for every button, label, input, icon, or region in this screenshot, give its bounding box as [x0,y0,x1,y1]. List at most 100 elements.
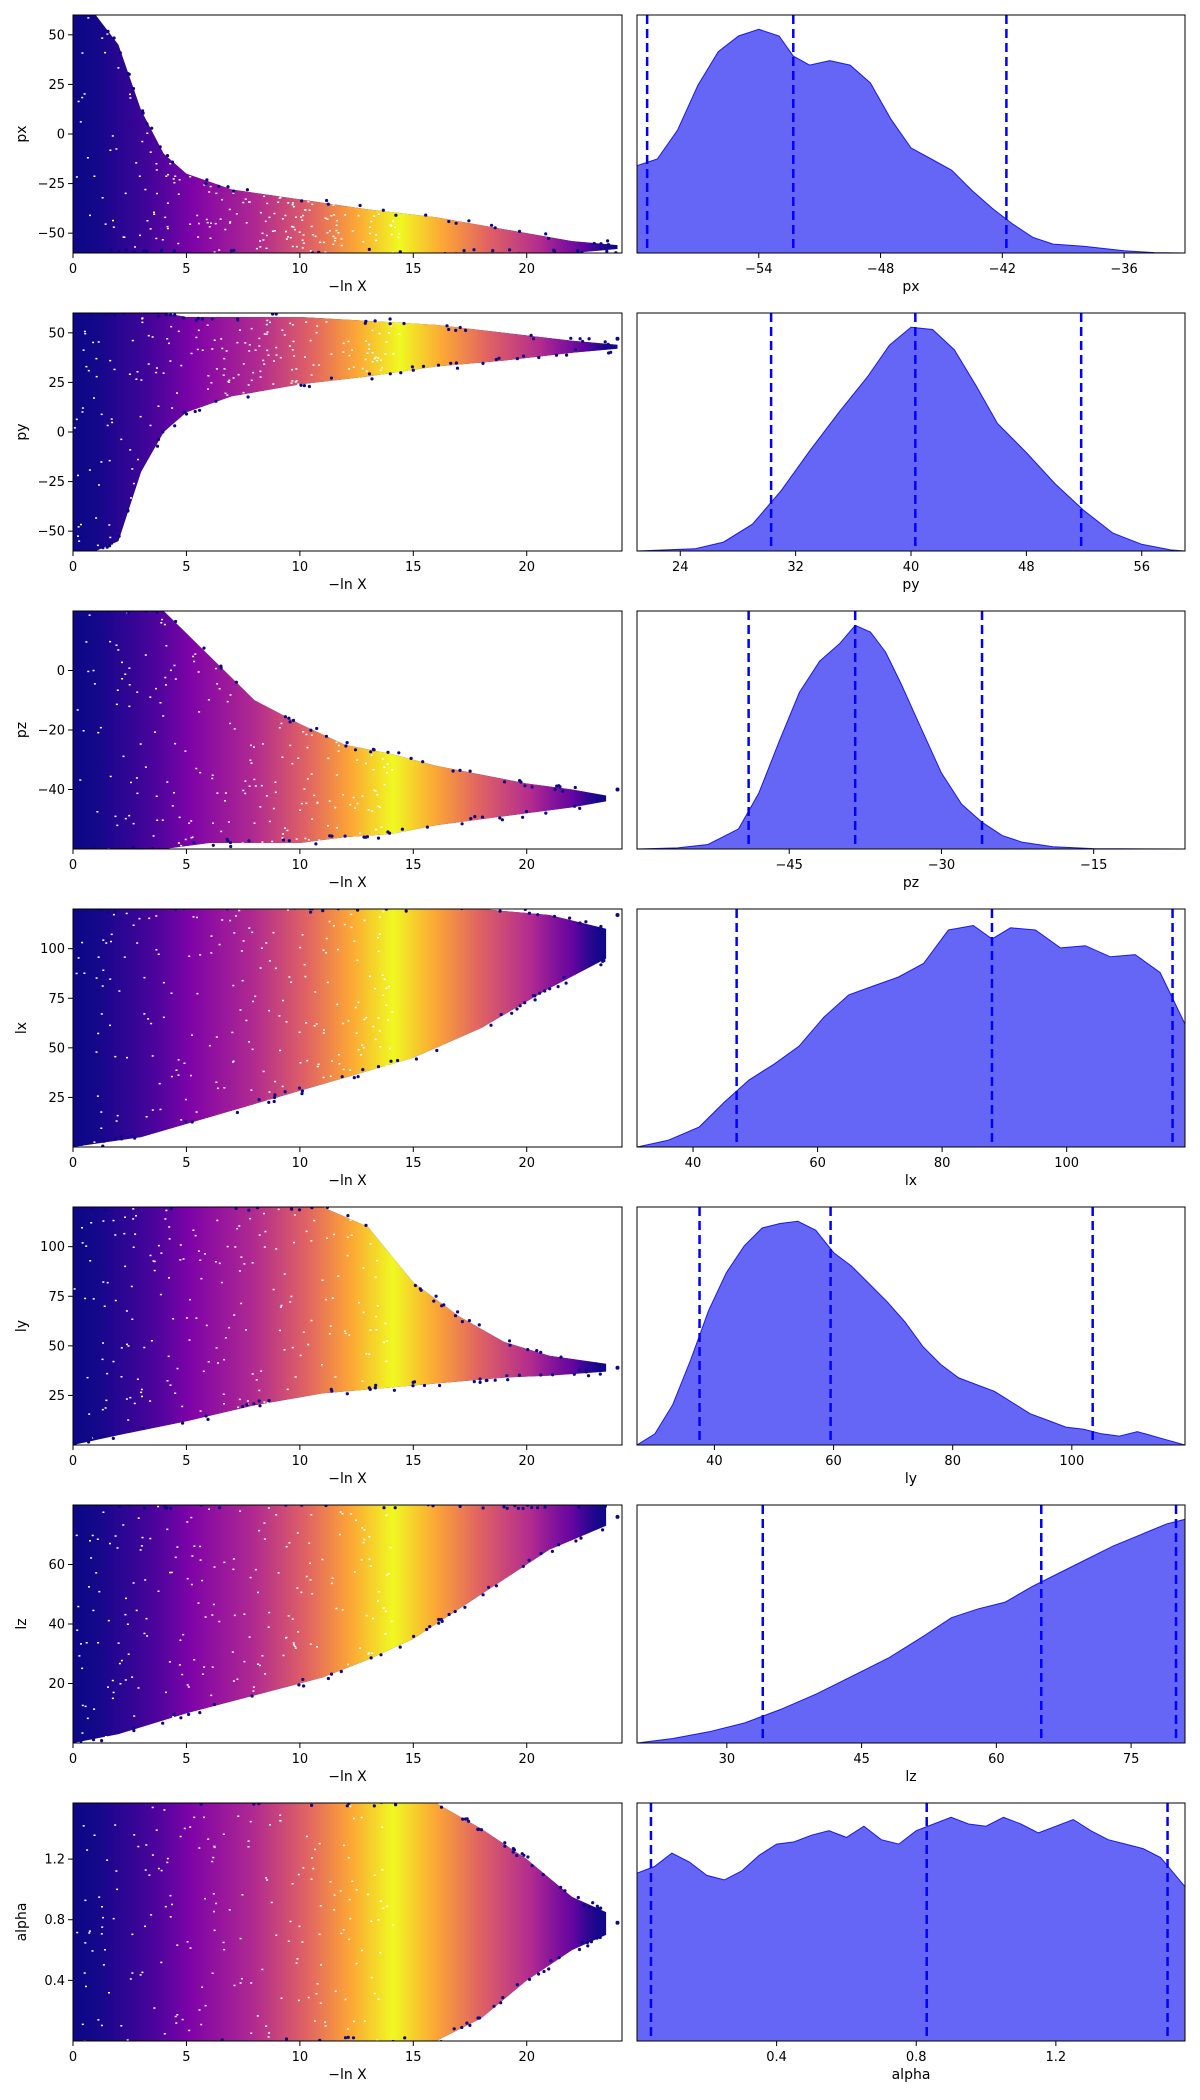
density-body [637,1207,1185,1445]
trace-edge-point [79,2038,83,2041]
trace-speck [96,544,99,547]
trace-speck [181,2018,184,2021]
trace-speck [100,1111,103,1113]
trace-speck [234,1246,237,1248]
trace-speck [121,678,124,680]
trace-speck [289,1920,292,1923]
trace-speck [322,1032,325,1034]
trace-edge-point [582,1903,586,1907]
trace-speck [311,382,314,385]
trace-speck [153,1269,156,1272]
trace-speck [93,1834,96,1836]
trace-speck [174,1556,177,1559]
trace-edge-point [101,546,105,550]
trace-speck [148,917,151,920]
trace-speck [320,1964,322,1966]
x-tick-label: 0 [69,1454,77,1469]
trace-speck [189,176,192,178]
trace-speck [168,1661,171,1663]
trace-speck [233,1314,236,1316]
trace-edge-point [490,223,494,227]
trace-speck [193,1659,196,1661]
trace-speck [93,1708,96,1710]
trace-edge-point [165,1506,169,1510]
trace-speck [109,1024,111,1027]
trace-speck [347,2028,350,2030]
trace-edge-point [330,1389,334,1393]
trace-speck [216,1219,219,1222]
trace-speck [157,405,160,407]
y-tick-label: 1.2 [44,1853,65,1868]
trace-speck [232,1568,235,1571]
trace-edge-point [568,916,572,920]
trace-speck [172,178,175,180]
trace-speck [384,353,387,355]
trace-edge-point [398,250,402,253]
trace-speck [141,321,144,324]
trace-speck [98,1896,101,1898]
trace-speck [86,1376,89,1379]
trace-speck [316,325,319,327]
density-x-axis-label: alpha [892,2067,931,2083]
trace-edge-point [502,780,507,784]
trace-speck [347,1020,350,1022]
trace-speck [157,1505,160,1508]
trace-last-point [615,913,620,917]
trace-edge-point [232,248,236,252]
trace-speck [170,1075,173,1078]
trace-speck [149,696,152,698]
trace-speck [348,1938,351,1941]
density-x-axis-label: pz [903,875,919,891]
trace-speck [335,229,338,232]
trace-speck [118,990,121,992]
trace-speck [87,369,90,372]
trace-speck [199,954,202,956]
trace-speck [355,1889,358,1891]
trace-speck [92,669,95,672]
trace-edge-point [284,2037,289,2041]
trace-edge-point [478,1380,482,1384]
y-tick-label: 0 [57,426,65,441]
trace-speck [295,838,298,840]
trace-edge-point [539,1373,543,1377]
trace-edge-point [443,252,447,253]
trace-edge-point [393,1506,397,1510]
trace-edge-point [503,1844,507,1848]
trace-speck [347,1857,350,1859]
trace-edge-point [465,1817,469,1821]
trace-speck [77,526,80,528]
trace-speck [210,222,212,224]
trace-speck [163,2033,166,2035]
trace-speck [163,623,166,626]
trace-speck [377,805,380,808]
trace-speck [335,1607,338,1610]
trace-speck [387,1019,390,1021]
trace-speck [232,1060,235,1062]
trace-speck [93,1141,96,1143]
trace-edge-point [515,1853,519,1858]
trace-edge-point [412,1380,417,1384]
trace-speck [212,1893,215,1895]
trace-speck [105,1399,108,1402]
density-x-axis-label: px [902,279,919,295]
trace-speck [193,1545,196,1547]
trace-edge-point [281,838,286,842]
trace-speck [150,1022,153,1025]
trace-speck [291,202,294,204]
trace-speck [116,689,119,691]
trace-edge-point [245,188,249,192]
trace-speck [114,1299,117,1302]
trace-speck [280,1997,283,1999]
trace-speck [292,340,295,343]
trace-speck [184,1098,187,1101]
trace-edge-point [455,366,460,370]
trace-speck [108,524,111,526]
trace-speck [182,1258,185,1260]
trace-speck [244,780,247,782]
trace-speck [297,383,300,385]
trace-edge-point [288,720,292,724]
trace-edge-point [561,789,565,793]
y-tick-label: 50 [48,1041,65,1056]
x-tick-label: 5 [182,1156,190,1171]
x-tick-label: 15 [405,1454,422,1469]
